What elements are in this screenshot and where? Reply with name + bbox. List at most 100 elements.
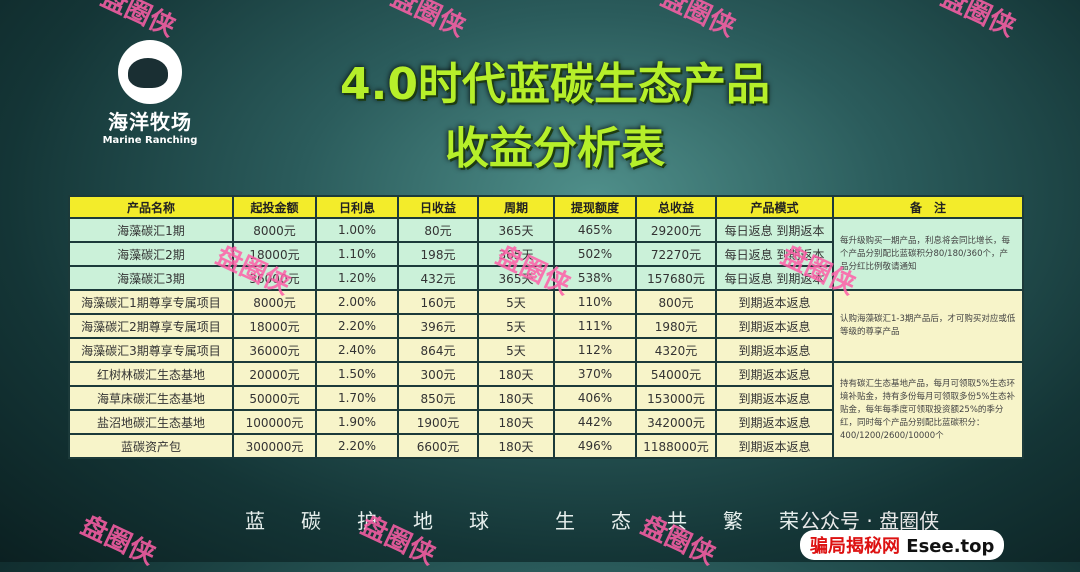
table-cell: 198元 bbox=[397, 241, 479, 267]
table-cell: 8000元 bbox=[232, 289, 317, 315]
table-cell: 2.00% bbox=[315, 289, 399, 315]
wechat-watermark: 公众号 · 盘圈侠 bbox=[800, 509, 940, 533]
slogan-char: 繁 bbox=[723, 509, 747, 533]
table-cell: 465% bbox=[553, 217, 637, 243]
table-cell: 4320元 bbox=[635, 337, 717, 363]
site-en: Esee.top bbox=[906, 536, 995, 557]
stamp-watermark: 盘圈侠 bbox=[656, 0, 740, 43]
table-cell: 180天 bbox=[477, 361, 555, 387]
stamp-watermark: 盘圈侠 bbox=[96, 0, 180, 43]
column-header: 日收益 bbox=[397, 195, 479, 219]
table-row: 海藻碳汇1期尊享专属项目 8000元 2.00% 160元 5天 110% 800元 到期返本… bbox=[68, 289, 1024, 363]
site-cn: 骗局揭秘网 bbox=[810, 536, 900, 557]
table-cell: 海藻碳汇3期尊享专属项目 bbox=[68, 337, 234, 363]
slogan-char: 球 bbox=[469, 509, 493, 533]
table-cell: 80元 bbox=[397, 217, 479, 243]
table-cell: 153000元 bbox=[635, 385, 717, 411]
table-row: 蓝碳资产包 300000元 2.20% 6600元 180天 496% 1188000元 到期… bbox=[68, 433, 1023, 459]
slogan-char: 荣 bbox=[779, 509, 803, 533]
table-cell: 432元 bbox=[397, 265, 479, 291]
column-header: 起投金额 bbox=[232, 195, 317, 219]
table-row: 盐沼地碳汇生态基地 100000元 1.90% 1900元 180天 442% 342000… bbox=[68, 409, 1023, 435]
table-cell: 110% bbox=[553, 289, 637, 315]
table-cell: 到期返本返息 bbox=[715, 337, 834, 363]
table-cell: 1.90% bbox=[315, 409, 399, 435]
table-cell: 每日返息 到期返本 bbox=[715, 265, 834, 291]
table-cell: 20000元 bbox=[232, 361, 317, 387]
table-cell: 到期返本返息 bbox=[715, 409, 834, 435]
table-cell: 18000元 bbox=[232, 241, 317, 267]
table-cell: 36000元 bbox=[232, 265, 317, 291]
table-cell: 300元 bbox=[397, 361, 479, 387]
table-cell: 海藻碳汇2期尊享专属项目 bbox=[68, 313, 234, 339]
table-cell: 蓝碳资产包 bbox=[68, 433, 234, 459]
table-cell: 8000元 bbox=[232, 217, 317, 243]
table-row: 海藻碳汇3期尊享专属项目 36000元 2.40% 864元 5天 112% 4320元 到期… bbox=[68, 337, 1023, 363]
table-cell: 盐沼地碳汇生态基地 bbox=[68, 409, 234, 435]
table-row: 海藻碳汇2期尊享专属项目 18000元 2.20% 396元 5天 111% 1980元 到期… bbox=[68, 313, 1023, 339]
table-cell: 1900元 bbox=[397, 409, 479, 435]
slogan-char: 蓝 bbox=[245, 509, 269, 533]
logo-cn: 海洋牧场 bbox=[108, 110, 192, 134]
income-table: 产品名称 起投金额 日利息 日收益 周期 提现额度 总收益 产品模式备 注 海藻碳汇1期 800… bbox=[68, 195, 1024, 459]
table-cell: 54000元 bbox=[635, 361, 717, 387]
table-cell: 到期返本返息 bbox=[715, 289, 834, 315]
column-header: 总收益 bbox=[635, 195, 717, 219]
column-header: 提现额度 bbox=[553, 195, 637, 219]
table-cell: 海草床碳汇生态基地 bbox=[68, 385, 234, 411]
slogan-char: 碳 bbox=[301, 509, 325, 533]
table-cell: 538% bbox=[553, 265, 637, 291]
table-cell: 红树林碳汇生态基地 bbox=[68, 361, 234, 387]
table-cell: 180天 bbox=[477, 433, 555, 459]
table-cell: 300000元 bbox=[232, 433, 317, 459]
table-cell: 36000元 bbox=[232, 337, 317, 363]
column-header: 日利息 bbox=[315, 195, 399, 219]
slogan-char: 护 bbox=[357, 509, 381, 533]
table-cell: 6600元 bbox=[397, 433, 479, 459]
table-cell: 864元 bbox=[397, 337, 479, 363]
slogan-char: 生 bbox=[555, 509, 579, 533]
title-line1: 4.0时代蓝碳生态产品 bbox=[340, 59, 770, 110]
table-cell: 海藻碳汇2期 bbox=[68, 241, 234, 267]
column-header: 产品名称 bbox=[68, 195, 234, 219]
table-cell: 到期返本返息 bbox=[715, 361, 834, 387]
table-cell: 157680元 bbox=[635, 265, 717, 291]
table-cell: 72270元 bbox=[635, 241, 717, 267]
table-cell: 50000元 bbox=[232, 385, 317, 411]
table-cell: 1188000元 bbox=[635, 433, 717, 459]
table-cell: 1.70% bbox=[315, 385, 399, 411]
column-header: 周期 bbox=[477, 195, 555, 219]
table-cell: 海藻碳汇1期尊享专属项目 bbox=[68, 289, 234, 315]
table-cell: 1.10% bbox=[315, 241, 399, 267]
table-cell: 海藻碳汇3期 bbox=[68, 265, 234, 291]
table-cell: 29200元 bbox=[635, 217, 717, 243]
table-cell: 18000元 bbox=[232, 313, 317, 339]
slogan-char: 地 bbox=[413, 509, 437, 533]
note-cell: 每升级购买一期产品，利息将会同比增长，每个产品分别配比蓝碳积分80/180/36… bbox=[832, 217, 1024, 291]
table-cell: 365天 bbox=[477, 217, 555, 243]
table-cell: 到期返本返息 bbox=[715, 385, 834, 411]
table-cell: 850元 bbox=[397, 385, 479, 411]
table-cell: 每日返息 到期返本 bbox=[715, 217, 834, 243]
table-cell: 到期返本返息 bbox=[715, 313, 834, 339]
table-cell: 100000元 bbox=[232, 409, 317, 435]
title-line2: 收益分析表 bbox=[445, 123, 665, 174]
table-cell: 342000元 bbox=[635, 409, 717, 435]
table-cell: 5天 bbox=[477, 289, 555, 315]
table-cell: 180天 bbox=[477, 385, 555, 411]
table-cell: 180天 bbox=[477, 409, 555, 435]
table-cell: 496% bbox=[553, 433, 637, 459]
table-cell: 2.20% bbox=[315, 313, 399, 339]
table-cell: 442% bbox=[553, 409, 637, 435]
table-cell: 365天 bbox=[477, 241, 555, 267]
logo-en: Marine Ranching bbox=[102, 135, 198, 146]
table-cell: 370% bbox=[553, 361, 637, 387]
table-cell: 1.50% bbox=[315, 361, 399, 387]
table-cell: 5天 bbox=[477, 313, 555, 339]
table-row: 海藻碳汇3期 36000元 1.20% 432元 365天 538% 157680元 每日返息… bbox=[68, 265, 1023, 291]
table-cell: 1.20% bbox=[315, 265, 399, 291]
table-row: 海藻碳汇2期 18000元 1.10% 198元 365天 502% 72270元 每日返息 … bbox=[68, 241, 1023, 267]
table-cell: 每日返息 到期返本 bbox=[715, 241, 834, 267]
table-cell: 1.00% bbox=[315, 217, 399, 243]
table-cell: 海藻碳汇1期 bbox=[68, 217, 234, 243]
